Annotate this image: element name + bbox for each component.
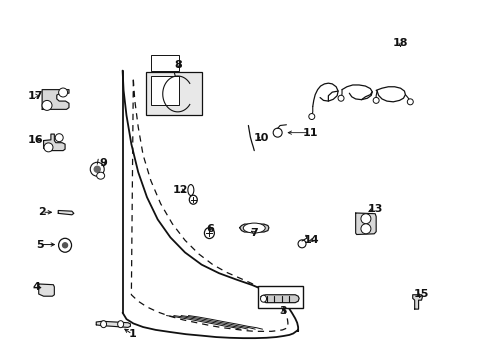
Ellipse shape [90,162,104,176]
Ellipse shape [97,172,104,179]
Ellipse shape [204,228,214,239]
Text: 16: 16 [28,135,43,145]
Ellipse shape [360,224,370,234]
Text: 6: 6 [206,225,214,234]
Ellipse shape [407,99,412,105]
Text: 2: 2 [38,207,46,217]
Text: 15: 15 [412,289,428,299]
Polygon shape [239,224,268,232]
Ellipse shape [337,95,344,101]
Text: 13: 13 [367,204,382,214]
Bar [151,76,179,105]
Polygon shape [412,295,422,309]
Text: 5: 5 [36,239,43,249]
Ellipse shape [62,243,67,248]
Polygon shape [261,295,299,303]
Ellipse shape [187,185,193,195]
Ellipse shape [94,166,100,172]
Ellipse shape [260,295,266,302]
Text: 14: 14 [304,235,319,245]
Ellipse shape [55,134,63,142]
Text: 4: 4 [32,282,40,292]
Ellipse shape [118,321,123,328]
Text: 9: 9 [99,158,107,168]
Text: 3: 3 [279,306,287,316]
Bar [151,55,179,71]
Polygon shape [96,321,130,327]
Ellipse shape [273,128,282,137]
Ellipse shape [372,98,378,103]
Ellipse shape [44,143,53,152]
Text: 8: 8 [174,59,182,69]
Ellipse shape [298,240,305,248]
Ellipse shape [308,113,314,120]
Polygon shape [43,134,65,150]
Text: 11: 11 [302,128,317,138]
Polygon shape [58,211,74,215]
Text: 10: 10 [253,133,269,143]
Bar [258,286,303,308]
Polygon shape [355,213,375,234]
Ellipse shape [360,214,370,224]
Text: 1: 1 [128,329,136,339]
Polygon shape [42,90,69,109]
Text: 12: 12 [172,185,187,195]
Ellipse shape [189,195,197,204]
Ellipse shape [59,238,71,252]
Text: 18: 18 [392,38,407,48]
Ellipse shape [42,100,52,111]
Bar [146,72,202,116]
Polygon shape [39,284,54,296]
Text: 17: 17 [28,91,43,101]
Text: 7: 7 [250,228,258,238]
Ellipse shape [243,223,264,233]
Ellipse shape [101,321,106,328]
Ellipse shape [59,88,67,97]
